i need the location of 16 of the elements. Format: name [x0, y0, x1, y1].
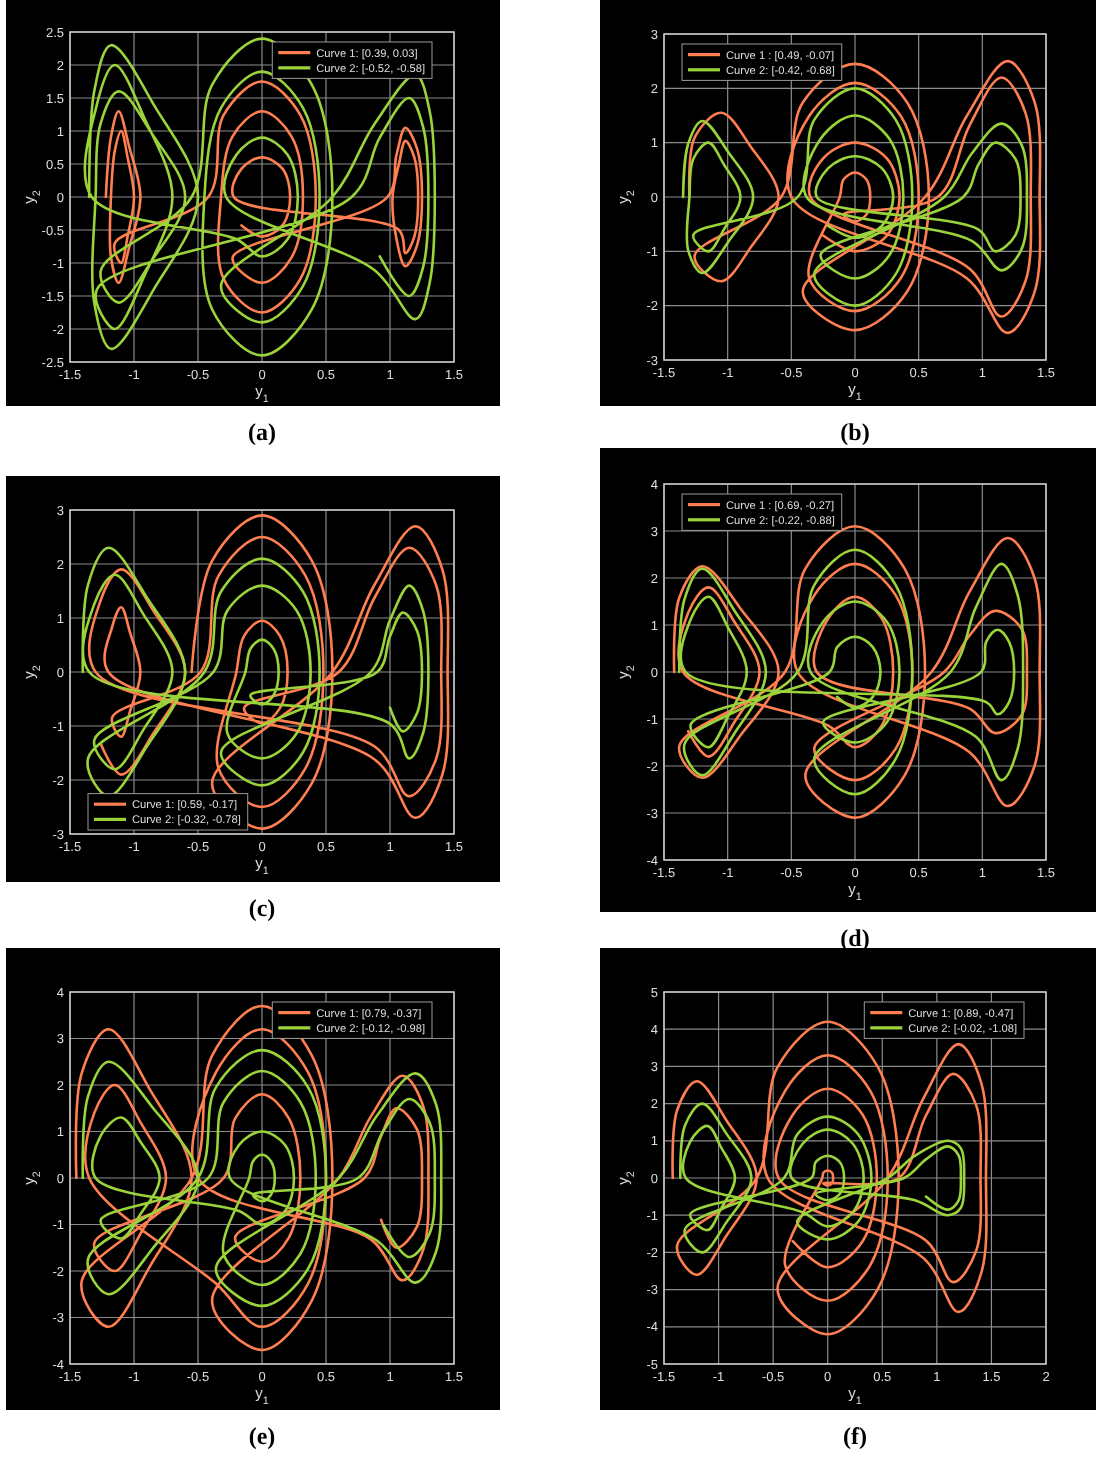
line-series [81, 1048, 443, 1308]
line-series [104, 80, 424, 314]
text: (f) [843, 1422, 867, 1450]
line-series [81, 546, 430, 798]
line-series [688, 59, 1042, 335]
line-series [681, 87, 1029, 307]
text: (e) [248, 1422, 276, 1450]
text: (b) [840, 418, 870, 446]
line-series [671, 1020, 988, 1336]
line-series [74, 1004, 430, 1352]
text: (c) [248, 894, 276, 922]
line-series [679, 1102, 966, 1254]
line-series [672, 525, 1042, 819]
text: (d) [840, 924, 870, 952]
line-series [677, 548, 1025, 796]
text: (a) [248, 418, 276, 446]
